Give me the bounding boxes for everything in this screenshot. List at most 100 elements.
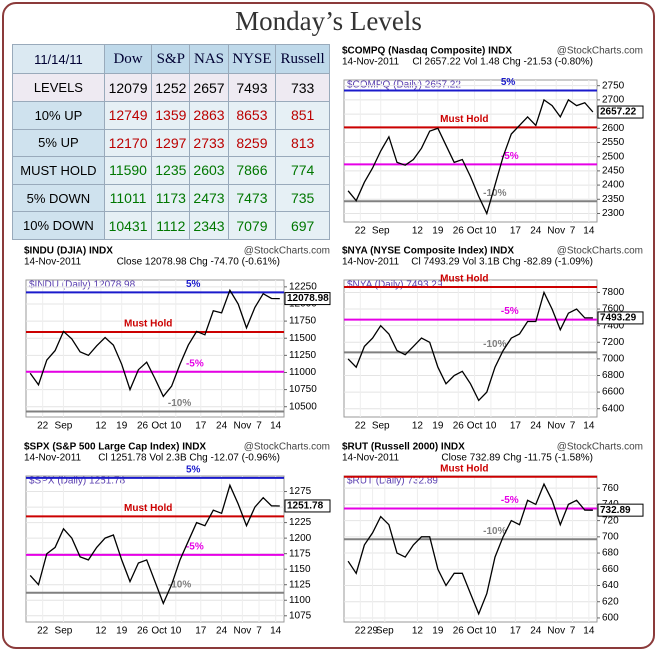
- x-tick-label: 22: [355, 226, 367, 237]
- table-row: 5% UP 12170 1297 2733 8259 813: [12, 128, 330, 158]
- chart-source: @StockCharts.com: [557, 246, 643, 257]
- y-tick-label: 2500: [602, 151, 625, 162]
- x-tick-label: Sep: [55, 421, 73, 432]
- y-tick-label: 1125: [289, 579, 311, 590]
- chart-title: $INDU (DJIA) INDX: [24, 246, 113, 257]
- table-cell: 2657: [189, 73, 229, 102]
- level-label: -10%: [483, 188, 506, 199]
- table-cell: 11590: [103, 156, 153, 185]
- table-cell: 1359: [151, 100, 191, 130]
- header-cell: Russell: [275, 43, 330, 75]
- chart-date: 14-Nov-2011: [24, 257, 82, 268]
- y-tick-label: 11500: [289, 333, 317, 344]
- last-value-box: [597, 311, 644, 325]
- x-tick-label: 12: [412, 626, 424, 637]
- x-tick-label: 10: [170, 626, 182, 637]
- last-value-label: 2657.22: [600, 107, 637, 118]
- y-tick-label: 2350: [602, 194, 625, 205]
- y-tick-label: 1225: [289, 517, 312, 528]
- y-tick-label: 2700: [602, 95, 625, 106]
- price-line: [347, 290, 593, 402]
- table-cell: 8259: [227, 128, 277, 158]
- x-tick-label: 26: [453, 626, 465, 637]
- level-label: 5%: [186, 279, 201, 290]
- x-tick-label: 19: [116, 421, 128, 432]
- row-label: LEVELS: [12, 73, 105, 102]
- x-tick-label: 19: [116, 626, 128, 637]
- table-cell: 10431: [103, 211, 153, 240]
- level-label: Must Hold: [124, 503, 172, 514]
- table-cell: 733: [275, 73, 330, 102]
- price-line: [29, 483, 280, 606]
- last-value-box: [284, 499, 331, 513]
- plot-area: [25, 475, 285, 623]
- row-label: 10% UP: [12, 100, 105, 130]
- row-label: 5% UP: [12, 128, 105, 158]
- x-tick-label: 14: [583, 626, 595, 637]
- y-tick-label: 7600: [602, 304, 625, 315]
- level-label: 5%: [186, 465, 201, 476]
- y-tick-label: 7800: [602, 287, 625, 298]
- x-tick-label: 26: [453, 226, 465, 237]
- row-label: MUST HOLD: [12, 156, 105, 185]
- y-tick-label: 2400: [602, 180, 625, 191]
- y-tick-label: 10500: [289, 401, 317, 412]
- header-cell: 11/14/11: [12, 43, 105, 75]
- x-tick-label: 26: [137, 421, 149, 432]
- chart-stats: Close 732.89 Chg -11.75 (-1.58%): [441, 453, 593, 464]
- last-value-label: 732.89: [600, 505, 631, 516]
- y-tick-label: 12250: [289, 281, 317, 292]
- price-line: [347, 98, 594, 216]
- x-tick-label: 24: [530, 626, 542, 637]
- level-label: Must Hold: [440, 274, 488, 285]
- last-value-box: [597, 503, 644, 517]
- level-label: -10%: [168, 579, 191, 590]
- x-tick-label: 7: [570, 626, 576, 637]
- x-tick-label: Sep: [376, 626, 394, 637]
- y-tick-label: 6400: [602, 403, 625, 414]
- table-row: MUST HOLD 11590 1235 2603 7866 774: [12, 156, 330, 185]
- x-tick-label: 19: [432, 226, 444, 237]
- level-label: Must Hold: [440, 114, 488, 125]
- table-cell: 1112: [151, 211, 191, 240]
- table-cell: 12749: [103, 100, 153, 130]
- last-value-box: [597, 105, 644, 119]
- level-label: Must Hold: [440, 463, 488, 474]
- x-tick-label: Nov: [547, 226, 565, 237]
- table-row: 5% DOWN 11011 1173 2473 7473 735: [12, 183, 330, 213]
- y-tick-label: 2550: [602, 137, 625, 148]
- x-tick-label: Nov: [233, 421, 251, 432]
- x-tick-label: 17: [195, 626, 207, 637]
- level-label: -10%: [483, 339, 506, 350]
- level-label: -5%: [501, 306, 519, 317]
- x-tick-label: Oct: [467, 421, 483, 432]
- x-tick-label: 10: [485, 626, 497, 637]
- table-cell: 7473: [227, 183, 277, 213]
- table-cell: 851: [275, 100, 330, 130]
- plot-area: [343, 79, 598, 223]
- chart-date: 14-Nov-2011: [24, 453, 82, 464]
- header-cell: NYSE: [227, 43, 277, 75]
- price-line: [347, 482, 593, 616]
- y-tick-label: 7200: [602, 337, 625, 348]
- y-tick-label: 640: [602, 580, 619, 591]
- y-tick-label: 1175: [289, 548, 311, 559]
- table-cell: 2603: [189, 156, 229, 185]
- x-tick-label: 24: [216, 421, 228, 432]
- x-tick-label: Nov: [233, 626, 251, 637]
- table-row: LEVELS 12079 1252 2657 7493 733: [12, 73, 330, 102]
- chart-date: 14-Nov-2011: [342, 57, 400, 68]
- y-tick-label: 6600: [602, 387, 625, 398]
- x-tick-label: Nov: [547, 626, 565, 637]
- x-tick-label: 17: [510, 226, 522, 237]
- levels-table: 11/14/11 Dow S&P NAS NYSE Russell LEVELS 12079 1…: [12, 43, 330, 240]
- x-tick-label: 29: [367, 626, 379, 637]
- header-cell: Dow: [103, 43, 153, 75]
- x-tick-label: Oct: [151, 421, 167, 432]
- level-label: -10%: [168, 398, 191, 409]
- y-tick-label: 700: [602, 531, 619, 542]
- x-tick-label: 7: [570, 226, 576, 237]
- x-tick-label: 14: [583, 421, 595, 432]
